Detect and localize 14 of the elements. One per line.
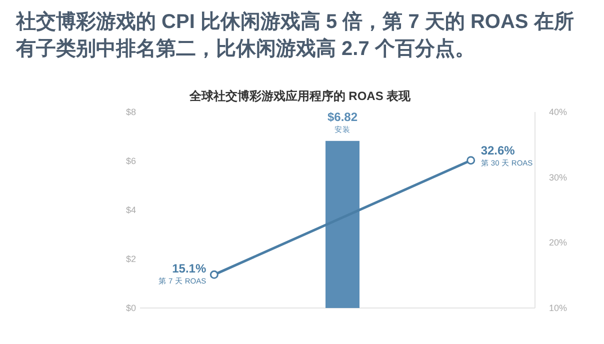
y-tick-label: $0 bbox=[126, 303, 136, 313]
y2-tick-label: 10% bbox=[549, 303, 568, 313]
y2-tick-label: 30% bbox=[549, 172, 568, 182]
y-tick-label: $8 bbox=[126, 107, 136, 117]
chart-title: 全球社交博彩游戏应用程序的 ROAS 表现 bbox=[188, 89, 412, 103]
y-tick-label: $4 bbox=[126, 205, 136, 215]
y2-tick-label: 40% bbox=[549, 107, 568, 117]
y-tick-label: $2 bbox=[126, 254, 136, 264]
data-label: 15.1% bbox=[172, 262, 206, 276]
data-label: 32.6% bbox=[480, 143, 516, 158]
y-tick-label: $6 bbox=[126, 156, 136, 166]
y2-tick-label: 20% bbox=[549, 238, 568, 248]
data-label: $6.82 bbox=[327, 110, 358, 124]
chart-subtitle: 社交博彩游戏的 CPI 比休闲游戏高 5 倍，第 7 天的 ROAS 在所有子类别中排名第二，比休闲游戏高 2.7 个百分点。 bbox=[15, 10, 574, 60]
